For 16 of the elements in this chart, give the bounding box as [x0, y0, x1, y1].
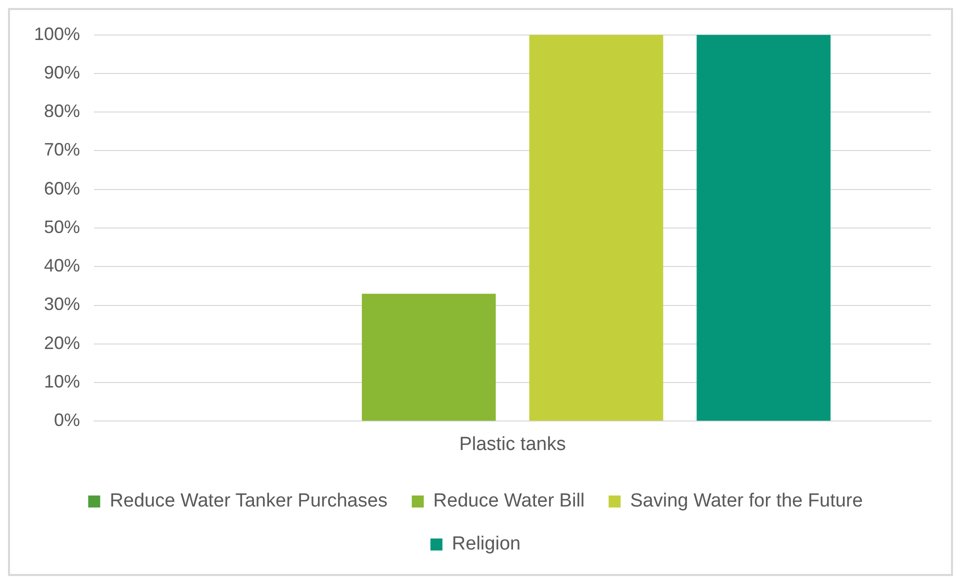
y-tick-label: 0%: [54, 410, 80, 430]
y-tick-label: 10%: [44, 372, 80, 392]
legend-label: Reduce Water Tanker Purchases: [110, 490, 388, 512]
legend-label: Saving Water for the Future: [630, 490, 863, 512]
y-tick-label: 90%: [44, 62, 80, 82]
y-tick-label: 80%: [44, 101, 80, 122]
y-tick-label: 70%: [44, 140, 80, 160]
y-tick-label: 60%: [44, 178, 80, 198]
y-tick-label: 50%: [44, 216, 80, 237]
y-tick-label: 40%: [44, 256, 80, 276]
legend-label: Reduce Water Bill: [433, 490, 585, 512]
legend-label: Religion: [452, 534, 521, 555]
x-tick-label: Plastic tanks: [459, 434, 566, 455]
y-tick-label: 30%: [44, 294, 80, 314]
y-tick-label: 20%: [44, 332, 80, 353]
y-tick-label: 100%: [34, 24, 80, 44]
